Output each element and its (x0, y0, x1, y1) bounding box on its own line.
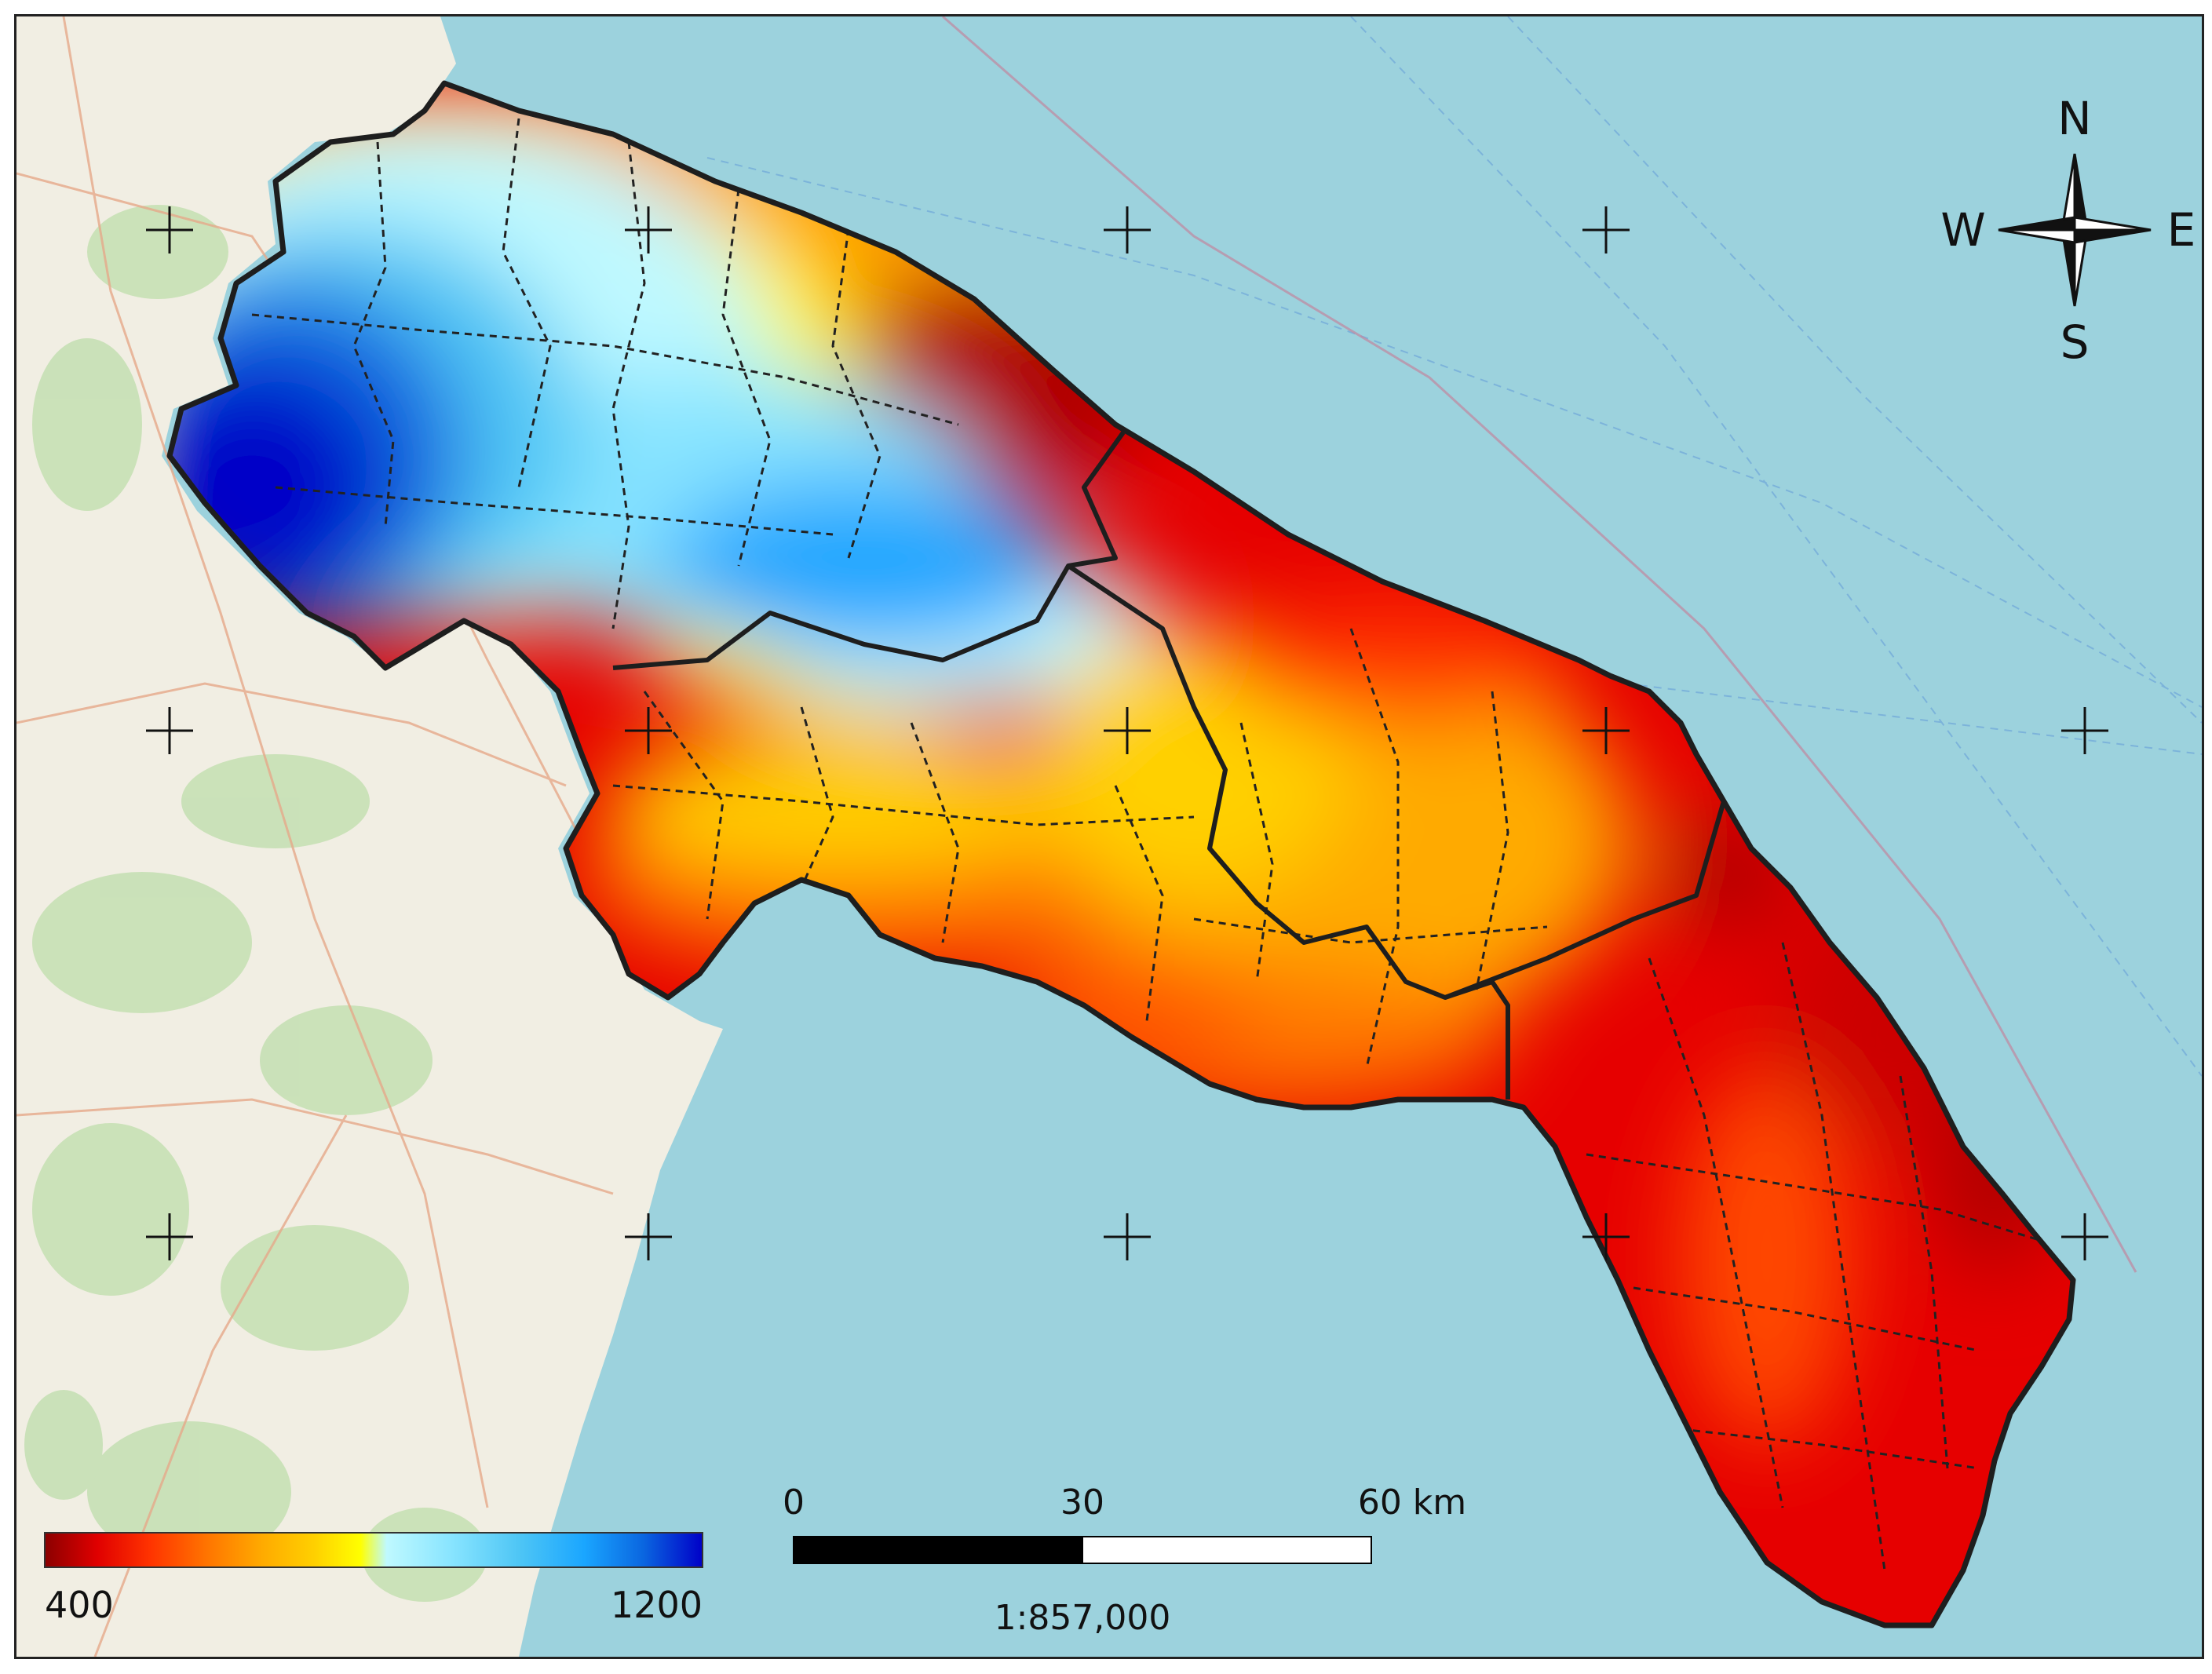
mainland-basemap (16, 16, 723, 1657)
legend-max-label: 1200 (611, 1584, 703, 1626)
compass-east-label: E (2167, 203, 2196, 257)
scale-bar-tick-0: 0 (783, 1483, 805, 1523)
graticule (146, 206, 2108, 1260)
scale-bar-black-segment (793, 1536, 1083, 1564)
scale-bar-tick-30: 30 (1060, 1483, 1104, 1523)
compass-west-label: W (1940, 203, 1985, 257)
province-boundaries (612, 431, 1726, 1100)
compass-south-label: S (2061, 315, 2090, 369)
scale-bar: 0 30 60 km 1:857,000 (783, 1483, 1466, 1638)
legend-min-label: 400 (45, 1584, 114, 1626)
region-outline (166, 80, 2076, 1628)
map-frame: N S W E 400 1200 0 30 60 km 1:857,000 (14, 14, 2204, 1659)
shipping-lanes (706, 16, 2202, 1077)
scale-bar-tick-60: 60 km (1358, 1483, 1466, 1523)
scale-bar-white-segment (1082, 1536, 1372, 1564)
scale-ratio-label: 1:857,000 (995, 1598, 1171, 1638)
maritime-boundary (942, 16, 2137, 1273)
municipal-boundaries (251, 118, 2042, 1571)
compass-star-icon (1998, 153, 2152, 307)
legend-color-ramp (44, 1532, 703, 1568)
color-legend: 400 1200 (44, 1532, 703, 1626)
map-canvas[interactable]: N S W E 400 1200 0 30 60 km 1:857,000 (16, 16, 2202, 1657)
compass-rose: N S W E (1940, 92, 2196, 369)
compass-north-label: N (2057, 92, 2091, 145)
